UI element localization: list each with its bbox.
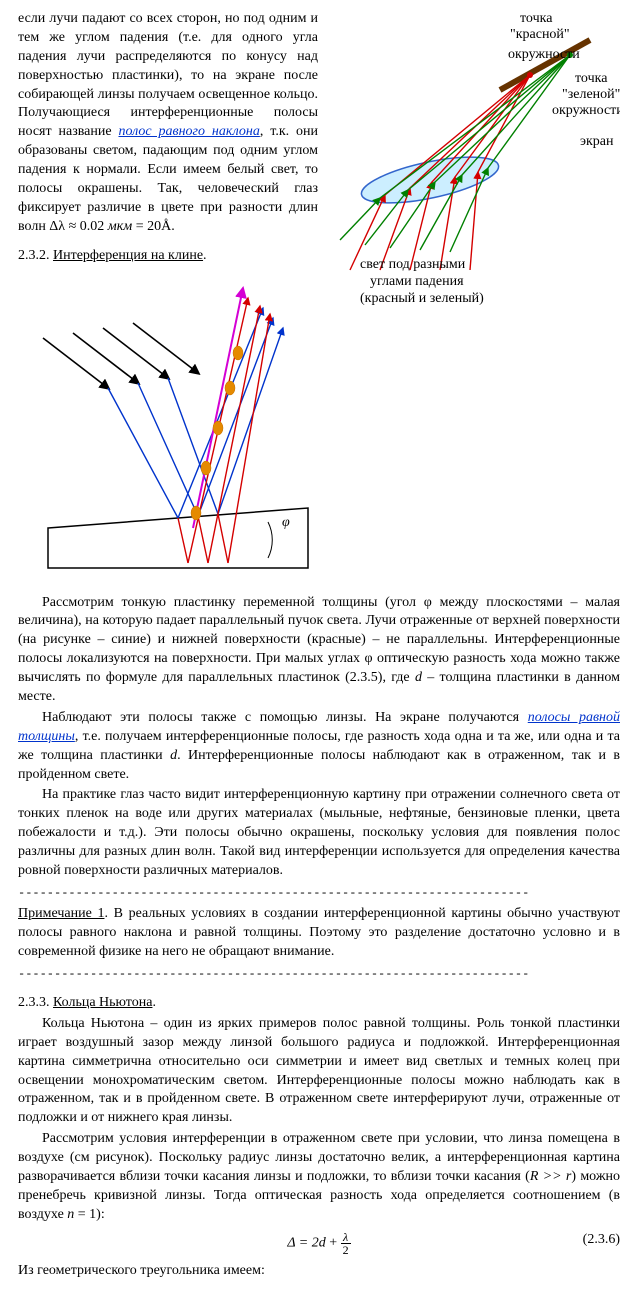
note-1: Примечание 1. В реальных условиях в созд… (18, 905, 620, 962)
sec232-num: 2.3.2. (18, 248, 53, 263)
fig1-red-label-2: "красной" (510, 27, 570, 42)
p3-text-a: Наблюдают эти полосы также с помощью лин… (42, 710, 528, 725)
p2-d: d (415, 670, 422, 685)
sec232-title: Интерференция на клине (53, 248, 203, 263)
paragraph-5: Кольца Ньютона – один из ярких примеров … (18, 1015, 620, 1128)
paragraph-7: Из геометрического треугольника имеем: (18, 1262, 620, 1281)
fig1-grn-label-2: "зеленой" (562, 87, 620, 102)
fig1-grn-label-1: точка (575, 71, 608, 86)
fig1-bottom-3: (красный и зеленый) (360, 291, 484, 306)
paragraph-4: На практике глаз часто видит интерференц… (18, 786, 620, 880)
p1-text-b: , т.к. они образованы светом, падающим п… (18, 124, 318, 233)
p1-text-c: = 20Å. (132, 219, 175, 234)
eq-lambda: λ (341, 1231, 351, 1244)
blue-rays (108, 308, 283, 518)
magenta-ray (193, 288, 243, 528)
p6-rel: R >> r (530, 1169, 572, 1184)
sec233-num: 2.3.3. (18, 995, 53, 1010)
red-focus-point (527, 72, 533, 78)
eq-plus: + (326, 1235, 341, 1250)
separator-1: ----------------------------------------… (18, 885, 620, 901)
fig1-bottom-1: свет под разными (360, 257, 466, 272)
link-equal-inclination-bands[interactable]: полос равного наклона (118, 124, 259, 139)
fig1-grn-label-3: окружности (552, 103, 620, 118)
paragraph-3: Наблюдают эти полосы также с помощью лин… (18, 709, 620, 785)
section-233-heading: 2.3.3. Кольца Ньютона. (18, 994, 620, 1013)
fig1-red-label-1: точка (520, 11, 553, 26)
p3-d: d (170, 748, 177, 763)
separator-2: ----------------------------------------… (18, 966, 620, 982)
p6-n: n (67, 1207, 74, 1222)
eq-two: 2 (341, 1244, 351, 1256)
fig1-bottom-2: углами падения (370, 274, 464, 289)
equation-number: (2.3.6) (583, 1231, 620, 1250)
paragraph-6: Рассмотрим условия интерференции в отраж… (18, 1130, 620, 1224)
p1-unit: мкм (108, 219, 132, 234)
note-1-label: Примечание 1 (18, 906, 104, 921)
figure-wedge: φ (38, 268, 318, 588)
phi-label: φ (282, 515, 290, 530)
incident-rays (43, 323, 198, 388)
figure-equal-inclination: точка "красной" окружности точка "зелено… (330, 10, 620, 310)
sec233-title: Кольца Ньютона (53, 995, 152, 1010)
note-1-body: . В реальных условиях в создании интерфе… (18, 906, 620, 959)
eq-lhs: Δ = 2 (287, 1235, 318, 1250)
fig1-red-label-3: окружности (508, 47, 580, 62)
eq-d: d (319, 1235, 326, 1250)
p6-text-c: = 1): (74, 1207, 104, 1222)
p1-text-a: если лучи падают со всех сторон, но под … (18, 11, 318, 139)
green-rays (340, 55, 570, 252)
fig1-screen-label: экран (580, 134, 614, 149)
equation-236: Δ = 2d + λ2 (2.3.6) (18, 1231, 620, 1256)
red-rays (350, 75, 530, 270)
interference-spots (191, 346, 243, 520)
